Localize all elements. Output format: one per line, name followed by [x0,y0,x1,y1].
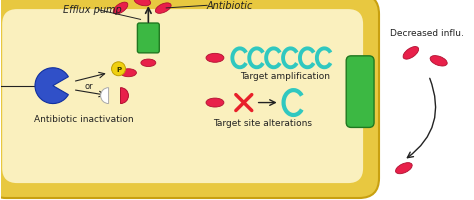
Wedge shape [35,68,68,104]
FancyBboxPatch shape [346,57,374,128]
Ellipse shape [120,69,137,77]
Ellipse shape [155,4,171,14]
Circle shape [111,62,126,76]
Text: Efflux pump: Efflux pump [63,5,122,15]
Text: Target site alterations: Target site alterations [213,118,312,127]
FancyBboxPatch shape [2,10,363,183]
Ellipse shape [141,60,156,67]
Ellipse shape [430,56,447,67]
Ellipse shape [395,163,412,174]
Text: P: P [116,66,121,72]
Text: or: or [84,82,93,91]
Ellipse shape [206,54,224,63]
Ellipse shape [206,99,224,107]
Ellipse shape [134,0,151,7]
Text: Antibiotic inactivation: Antibiotic inactivation [34,114,134,123]
Ellipse shape [113,3,128,15]
Wedge shape [100,88,109,104]
Text: Decreased influ.: Decreased influ. [390,29,464,38]
FancyBboxPatch shape [0,0,379,198]
Ellipse shape [403,47,419,60]
Wedge shape [120,88,128,104]
Text: Target amplification: Target amplification [240,72,330,81]
FancyBboxPatch shape [137,24,159,54]
Text: Antibiotic: Antibiotic [207,1,253,11]
